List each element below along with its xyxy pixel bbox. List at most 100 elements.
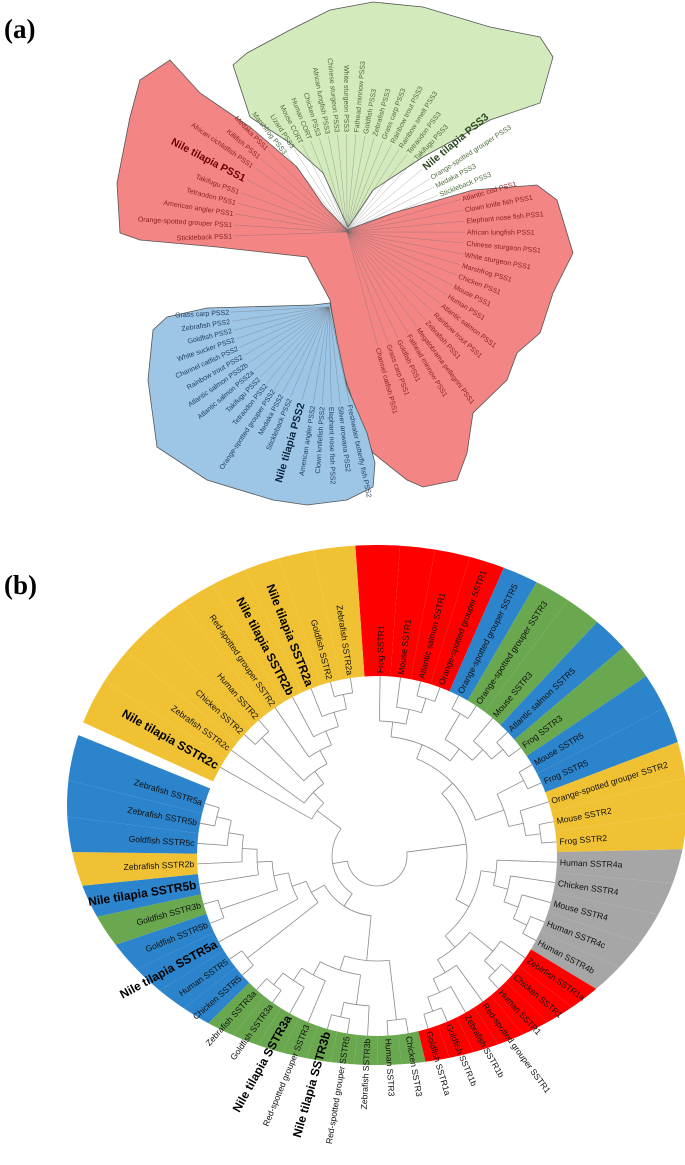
tree-arc (256, 849, 259, 875)
tree-branch (444, 935, 456, 948)
tree-arc (484, 940, 501, 961)
tree-arc (390, 736, 451, 762)
tree-arc (320, 961, 361, 976)
tree-branch (261, 737, 305, 782)
leaf-label-goldfish-sstr5c: Goldfish SSTR5c (128, 834, 195, 849)
tree-branch (254, 167, 348, 233)
tree-branch (339, 955, 345, 971)
tree-branch (272, 990, 282, 1003)
tree-branch (388, 960, 397, 1020)
tree-branch (346, 231, 463, 255)
tree-branch (346, 220, 465, 233)
tree-branch (241, 965, 254, 976)
tree-branch (312, 792, 325, 804)
tree-branch (510, 875, 556, 884)
tree-branch (346, 169, 423, 233)
tree-branch (282, 306, 330, 394)
tree-branch (390, 721, 394, 737)
panel-b-label: (b) (4, 570, 37, 600)
tree-arc (301, 967, 326, 982)
tree-branch (316, 810, 342, 830)
leaf-label-human-sstr3: Human SSTR3 (383, 1038, 397, 1097)
tree-arc (396, 706, 422, 714)
tree-branch (346, 231, 457, 276)
tree-branch (346, 134, 357, 233)
tree-branch (396, 677, 401, 708)
tree-branch (449, 748, 460, 762)
tree-branch (310, 688, 323, 717)
tree-branch (301, 306, 330, 402)
tree-branch (346, 137, 375, 233)
leaf-label-stickleback-pss1: Stickleback PSS1 (177, 233, 233, 242)
tree-arc (214, 807, 220, 827)
tree-branch (244, 734, 256, 745)
tree-branch (525, 833, 541, 837)
tree-branch (346, 231, 389, 343)
tree-branch (386, 1020, 389, 1036)
tree-branch (346, 231, 453, 286)
tree-branch (260, 158, 348, 233)
tree-arc (492, 860, 498, 886)
tree-arc (321, 708, 347, 717)
tree-branch (405, 1018, 409, 1034)
tree-branch (432, 978, 440, 993)
tree-branch (340, 1002, 345, 1018)
tree-branch (441, 1007, 448, 1022)
tree-branch (346, 1018, 351, 1034)
tree-branch (451, 695, 460, 710)
tree-branch (274, 707, 310, 758)
tree-arc (423, 1007, 442, 1015)
tree-branch (467, 705, 477, 719)
tree-branch (491, 749, 504, 760)
tree-branch (328, 306, 350, 403)
tree-arc (496, 794, 510, 827)
tree-arc (437, 931, 471, 960)
tree-branch (199, 874, 259, 885)
tree-branch (231, 749, 305, 804)
tree-arc (331, 828, 353, 894)
circular-sstr-tree: Frog SSTR1 Mouse SSTR1 Atlantic salmon SST… (67, 545, 685, 1145)
tree-arc (379, 720, 407, 725)
tree-branch (346, 231, 465, 244)
tree-branch (292, 880, 307, 887)
tree-branch (416, 681, 421, 696)
tree-branch (346, 199, 461, 233)
tree-branch (289, 986, 305, 1014)
leaf-label-zebrafish-sstr2b: Zebrafish SSTR2b (123, 859, 194, 872)
tree-branch (197, 843, 228, 846)
tree-branch (307, 980, 326, 1023)
tree-arc (433, 964, 457, 980)
tree-branch (527, 782, 542, 790)
clade-wedge-gold (377, 777, 685, 856)
tree-branch (421, 698, 427, 713)
tree-branch (346, 231, 426, 321)
tree-branch (234, 224, 348, 233)
tree-branch (254, 306, 330, 371)
tree-arc (266, 978, 282, 991)
tree-branch (500, 940, 526, 959)
tree-branch (267, 306, 330, 384)
tree-branch (218, 898, 299, 943)
tree-arc (331, 1014, 350, 1020)
tree-branch (538, 821, 554, 825)
tree-branch (427, 997, 434, 1012)
tree-branch (503, 901, 519, 908)
tree-branch (519, 801, 549, 812)
tree-branch (522, 933, 537, 941)
tree-arc (519, 810, 527, 836)
tree-arc (311, 802, 325, 820)
tree-branch (346, 144, 392, 233)
tree-branch (366, 915, 372, 961)
tree-arc (305, 881, 319, 903)
tree-branch (349, 677, 354, 693)
tree-branch (327, 1014, 332, 1030)
tree-arc (334, 692, 353, 698)
tree-branch (292, 696, 314, 737)
tree-branch (346, 231, 399, 339)
tree-branch (416, 744, 423, 759)
tree-arc (344, 955, 390, 962)
tree-branch (518, 764, 533, 773)
tree-branch (237, 203, 348, 233)
leaf-label-frog-sstr1: Frog SSTR1 (375, 625, 386, 673)
